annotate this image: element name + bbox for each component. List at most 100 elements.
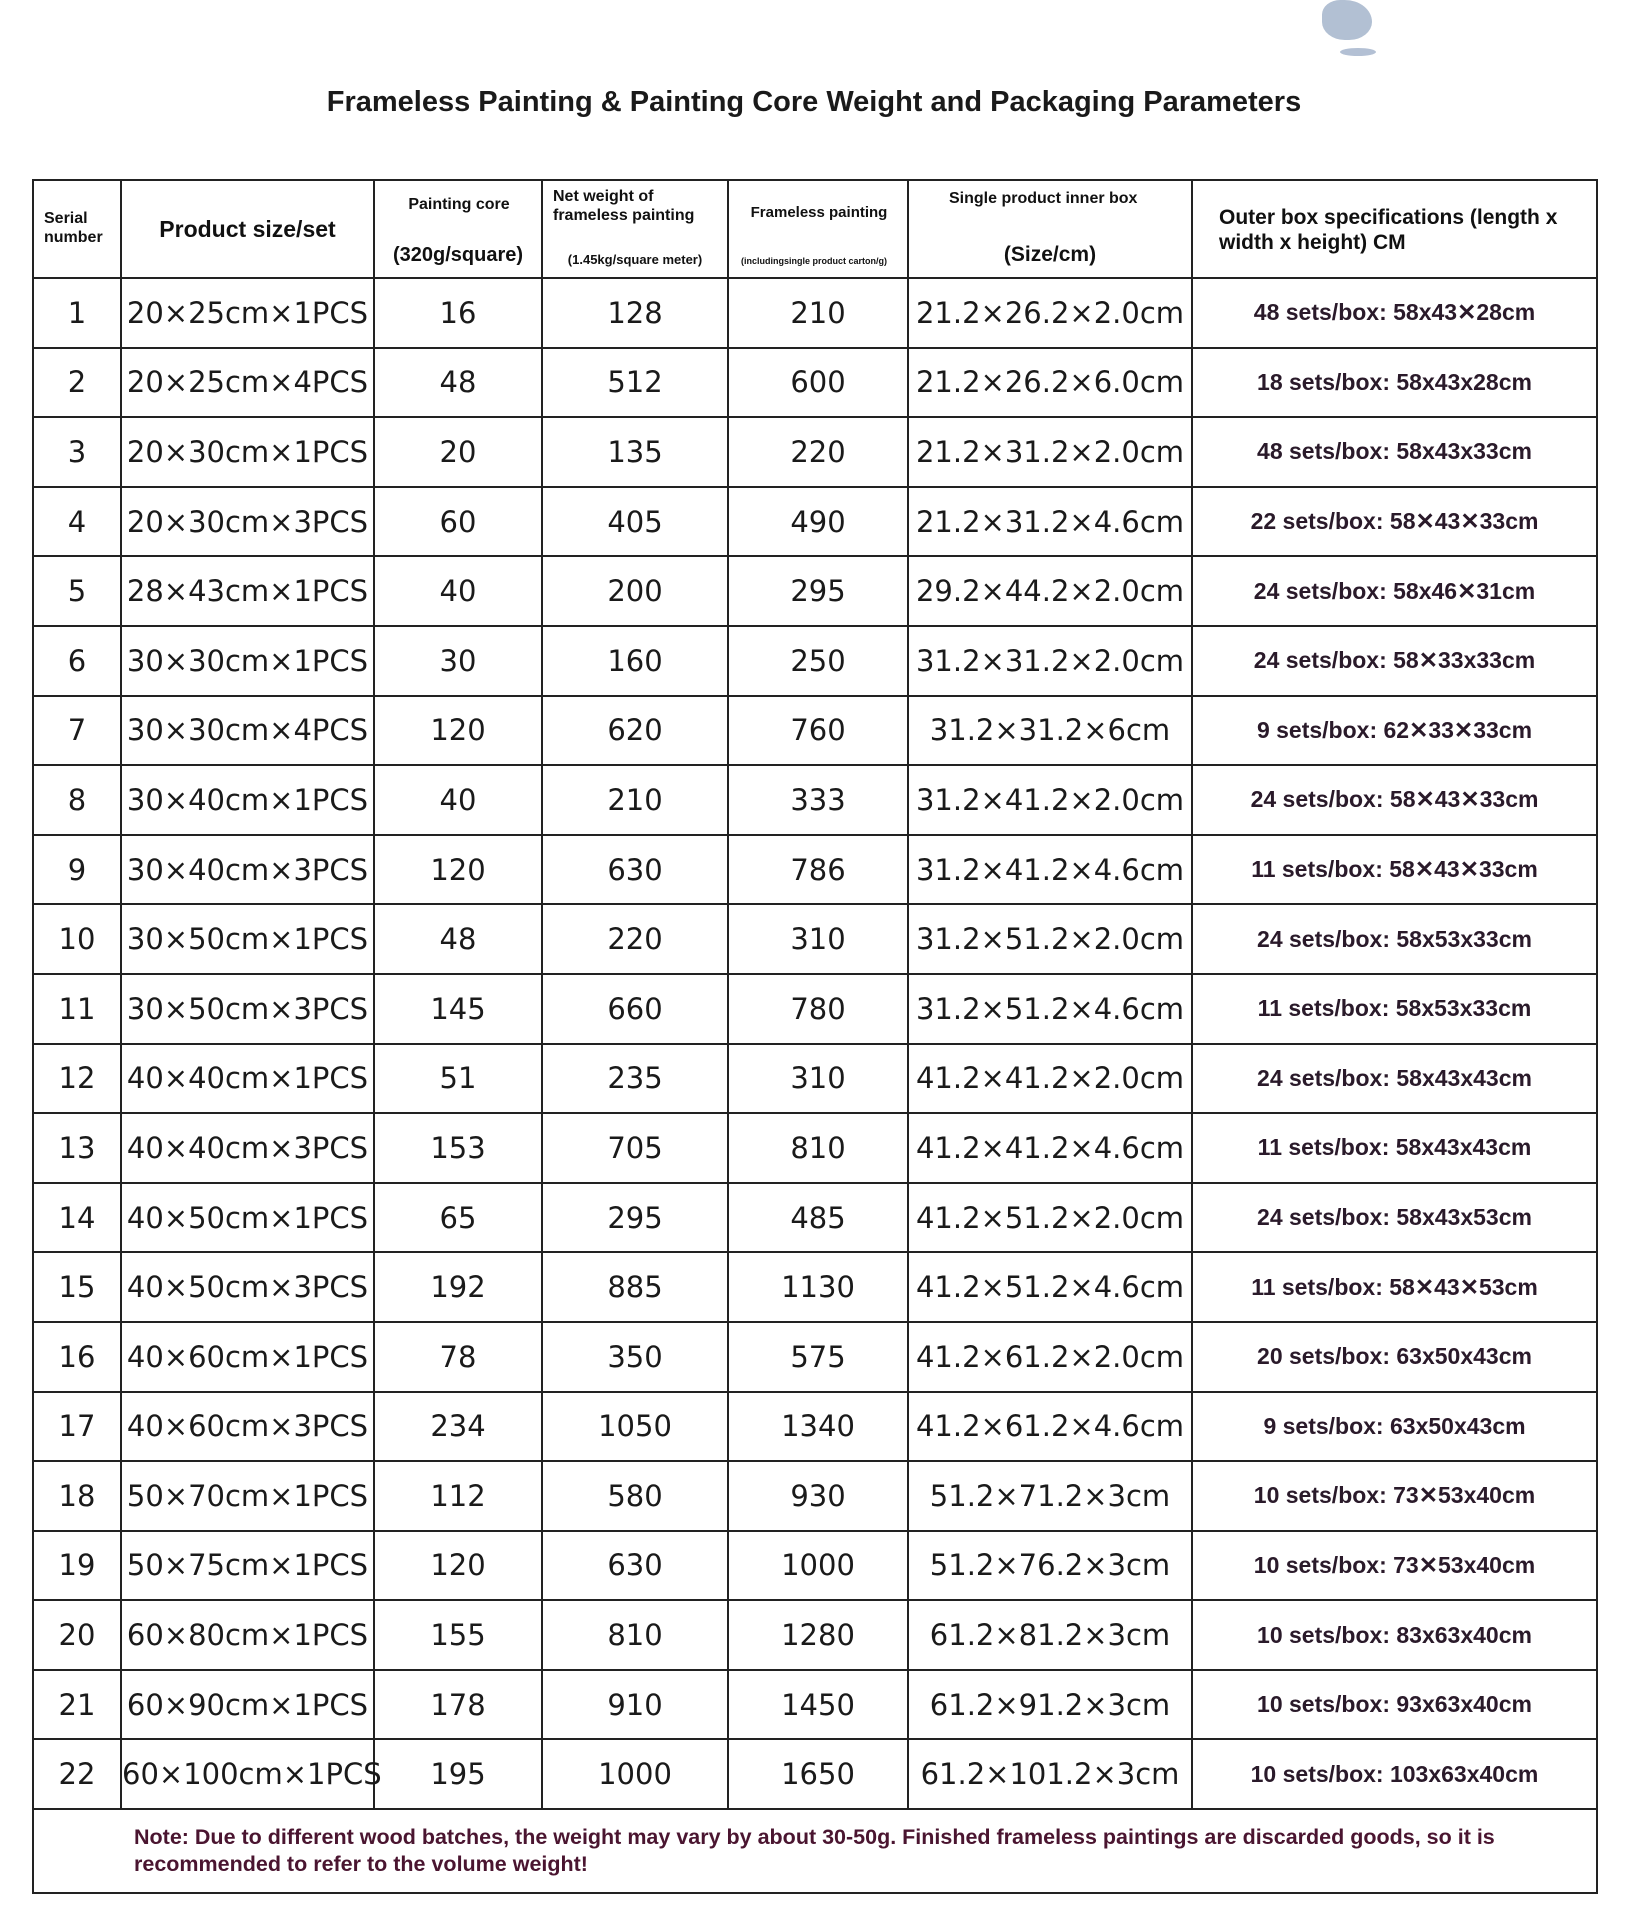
table-row: 1 20×25cm×1PCS 16 128 210 21.2×26.2×2.0cm 48 s… (32, 277, 1598, 349)
header-frameless: Frameless painting (includingsingle prod… (727, 179, 909, 279)
cell-inner-box-size: 51.2×76.2×3cm (907, 1529, 1193, 1602)
table-row: 15 40×50cm×3PCS 192 885 1130 41.2×51.2×4.6cm 1… (32, 1251, 1598, 1323)
cell-inner-box-size: 41.2×51.2×4.6cm (907, 1251, 1193, 1323)
cell-net-weight: 660 (541, 972, 729, 1045)
cell-outer-box-spec: 11 sets/box: 58x43x43cm (1191, 1112, 1598, 1184)
cell-outer-box-spec: 9 sets/box: 63x50x43cm (1191, 1390, 1598, 1463)
cell-frameless-weight: 490 (727, 485, 909, 558)
cell-frameless-weight: 295 (727, 555, 909, 627)
cell-product-size: 30×40cm×3PCS (120, 833, 375, 906)
header-row: Serial number Product size/set Painting … (32, 179, 1598, 279)
table-row: 4 20×30cm×3PCS 60 405 490 21.2×31.2×4.6cm 22 s… (32, 485, 1598, 558)
cell-painting-core-weight: 40 (373, 764, 543, 836)
cell-inner-box-size: 41.2×61.2×2.0cm (907, 1320, 1193, 1393)
cell-frameless-weight: 1280 (727, 1599, 909, 1671)
cell-serial-number: 22 (32, 1738, 122, 1811)
cell-product-size: 50×70cm×1PCS (120, 1460, 375, 1532)
cell-inner-box-size: 21.2×26.2×2.0cm (907, 277, 1193, 349)
header-size-label: Product size/set (159, 215, 336, 242)
header-outer: Outer box specifications (length x width… (1191, 179, 1598, 279)
cell-outer-box-spec: 24 sets/box: 58x43x53cm (1191, 1181, 1598, 1254)
cell-net-weight: 910 (541, 1668, 729, 1741)
cell-net-weight: 810 (541, 1599, 729, 1671)
cell-outer-box-spec: 20 sets/box: 63x50x43cm (1191, 1320, 1598, 1393)
cell-painting-core-weight: 30 (373, 624, 543, 697)
cell-outer-box-spec: 10 sets/box: 73✕53x40cm (1191, 1529, 1598, 1602)
cell-outer-box-spec: 10 sets/box: 93x63x40cm (1191, 1668, 1598, 1741)
cell-serial-number: 21 (32, 1668, 122, 1741)
cell-inner-box-size: 41.2×41.2×4.6cm (907, 1112, 1193, 1184)
cell-inner-box-size: 21.2×31.2×2.0cm (907, 416, 1193, 488)
header-inner-unit: (Size/cm) (1003, 243, 1097, 266)
cell-painting-core-weight: 20 (373, 416, 543, 488)
table-row: 7 30×30cm×4PCS 120 620 760 31.2×31.2×6cm 9 set… (32, 694, 1598, 767)
cell-net-weight: 620 (541, 694, 729, 767)
cell-outer-box-spec: 18 sets/box: 58x43x28cm (1191, 346, 1598, 419)
cell-serial-number: 20 (32, 1599, 122, 1671)
cell-serial-number: 7 (32, 694, 122, 767)
cell-frameless-weight: 600 (727, 346, 909, 419)
cell-painting-core-weight: 120 (373, 694, 543, 767)
cell-outer-box-spec: 24 sets/box: 58x43x43cm (1191, 1042, 1598, 1115)
cell-outer-box-spec: 48 sets/box: 58x43x33cm (1191, 416, 1598, 488)
cell-outer-box-spec: 24 sets/box: 58x46✕31cm (1191, 555, 1598, 627)
cell-product-size: 60×90cm×1PCS (120, 1668, 375, 1741)
table-row: 22 60×100cm×1PCS 195 1000 1650 61.2×101.2×3cm… (32, 1738, 1598, 1811)
cell-painting-core-weight: 178 (373, 1668, 543, 1741)
cell-product-size: 40×40cm×1PCS (120, 1042, 375, 1115)
cell-product-size: 30×40cm×1PCS (120, 764, 375, 836)
cell-outer-box-spec: 22 sets/box: 58✕43✕33cm (1191, 485, 1598, 558)
cell-inner-box-size: 31.2×41.2×4.6cm (907, 833, 1193, 906)
cell-painting-core-weight: 48 (373, 346, 543, 419)
table-row: 16 40×60cm×1PCS 78 350 575 41.2×61.2×2.0cm 20 … (32, 1320, 1598, 1393)
note-row: Note: Due to different wood batches, the… (32, 1808, 1598, 1895)
cell-net-weight: 160 (541, 624, 729, 697)
cell-frameless-weight: 485 (727, 1181, 909, 1254)
cell-serial-number: 16 (32, 1320, 122, 1393)
cell-net-weight: 705 (541, 1112, 729, 1184)
cell-inner-box-size: 41.2×41.2×2.0cm (907, 1042, 1193, 1115)
cell-frameless-weight: 1450 (727, 1668, 909, 1741)
cell-painting-core-weight: 51 (373, 1042, 543, 1115)
cell-product-size: 28×43cm×1PCS (120, 555, 375, 627)
cell-frameless-weight: 1130 (727, 1251, 909, 1323)
cell-inner-box-size: 31.2×41.2×2.0cm (907, 764, 1193, 836)
cell-outer-box-spec: 10 sets/box: 83x63x40cm (1191, 1599, 1598, 1671)
cell-inner-box-size: 29.2×44.2×2.0cm (907, 555, 1193, 627)
header-core-label: Painting core (408, 196, 510, 213)
cell-painting-core-weight: 60 (373, 485, 543, 558)
cell-outer-box-spec: 9 sets/box: 62✕33✕33cm (1191, 694, 1598, 767)
cell-net-weight: 1050 (541, 1390, 729, 1463)
cell-painting-core-weight: 120 (373, 833, 543, 906)
cell-serial-number: 6 (32, 624, 122, 697)
header-size: Product size/set (120, 179, 375, 279)
cell-product-size: 30×30cm×4PCS (120, 694, 375, 767)
cell-product-size: 40×60cm×3PCS (120, 1390, 375, 1463)
cell-frameless-weight: 1000 (727, 1529, 909, 1602)
cell-serial-number: 18 (32, 1460, 122, 1532)
cell-inner-box-size: 61.2×81.2×3cm (907, 1599, 1193, 1671)
table-row: 10 30×50cm×1PCS 48 220 310 31.2×51.2×2.0cm 24 … (32, 903, 1598, 975)
cell-serial-number: 12 (32, 1042, 122, 1115)
cell-net-weight: 630 (541, 833, 729, 906)
cell-product-size: 20×30cm×3PCS (120, 485, 375, 558)
cell-net-weight: 295 (541, 1181, 729, 1254)
cell-net-weight: 135 (541, 416, 729, 488)
cell-painting-core-weight: 40 (373, 555, 543, 627)
cell-product-size: 60×80cm×1PCS (120, 1599, 375, 1671)
decorative-ink-splash (1322, 0, 1372, 40)
cell-inner-box-size: 21.2×26.2×6.0cm (907, 346, 1193, 419)
page-title: Frameless Painting & Painting Core Weigh… (326, 86, 1302, 118)
table-row: 11 30×50cm×3PCS 145 660 780 31.2×51.2×4.6cm 11… (32, 972, 1598, 1045)
cell-product-size: 20×25cm×4PCS (120, 346, 375, 419)
cell-outer-box-spec: 10 sets/box: 73✕53x40cm (1191, 1460, 1598, 1532)
cell-inner-box-size: 21.2×31.2×4.6cm (907, 485, 1193, 558)
cell-painting-core-weight: 153 (373, 1112, 543, 1184)
cell-net-weight: 580 (541, 1460, 729, 1532)
cell-net-weight: 885 (541, 1251, 729, 1323)
cell-frameless-weight: 575 (727, 1320, 909, 1393)
cell-serial-number: 19 (32, 1529, 122, 1602)
cell-serial-number: 2 (32, 346, 122, 419)
decorative-ink-splash (1340, 48, 1376, 56)
cell-frameless-weight: 310 (727, 903, 909, 975)
